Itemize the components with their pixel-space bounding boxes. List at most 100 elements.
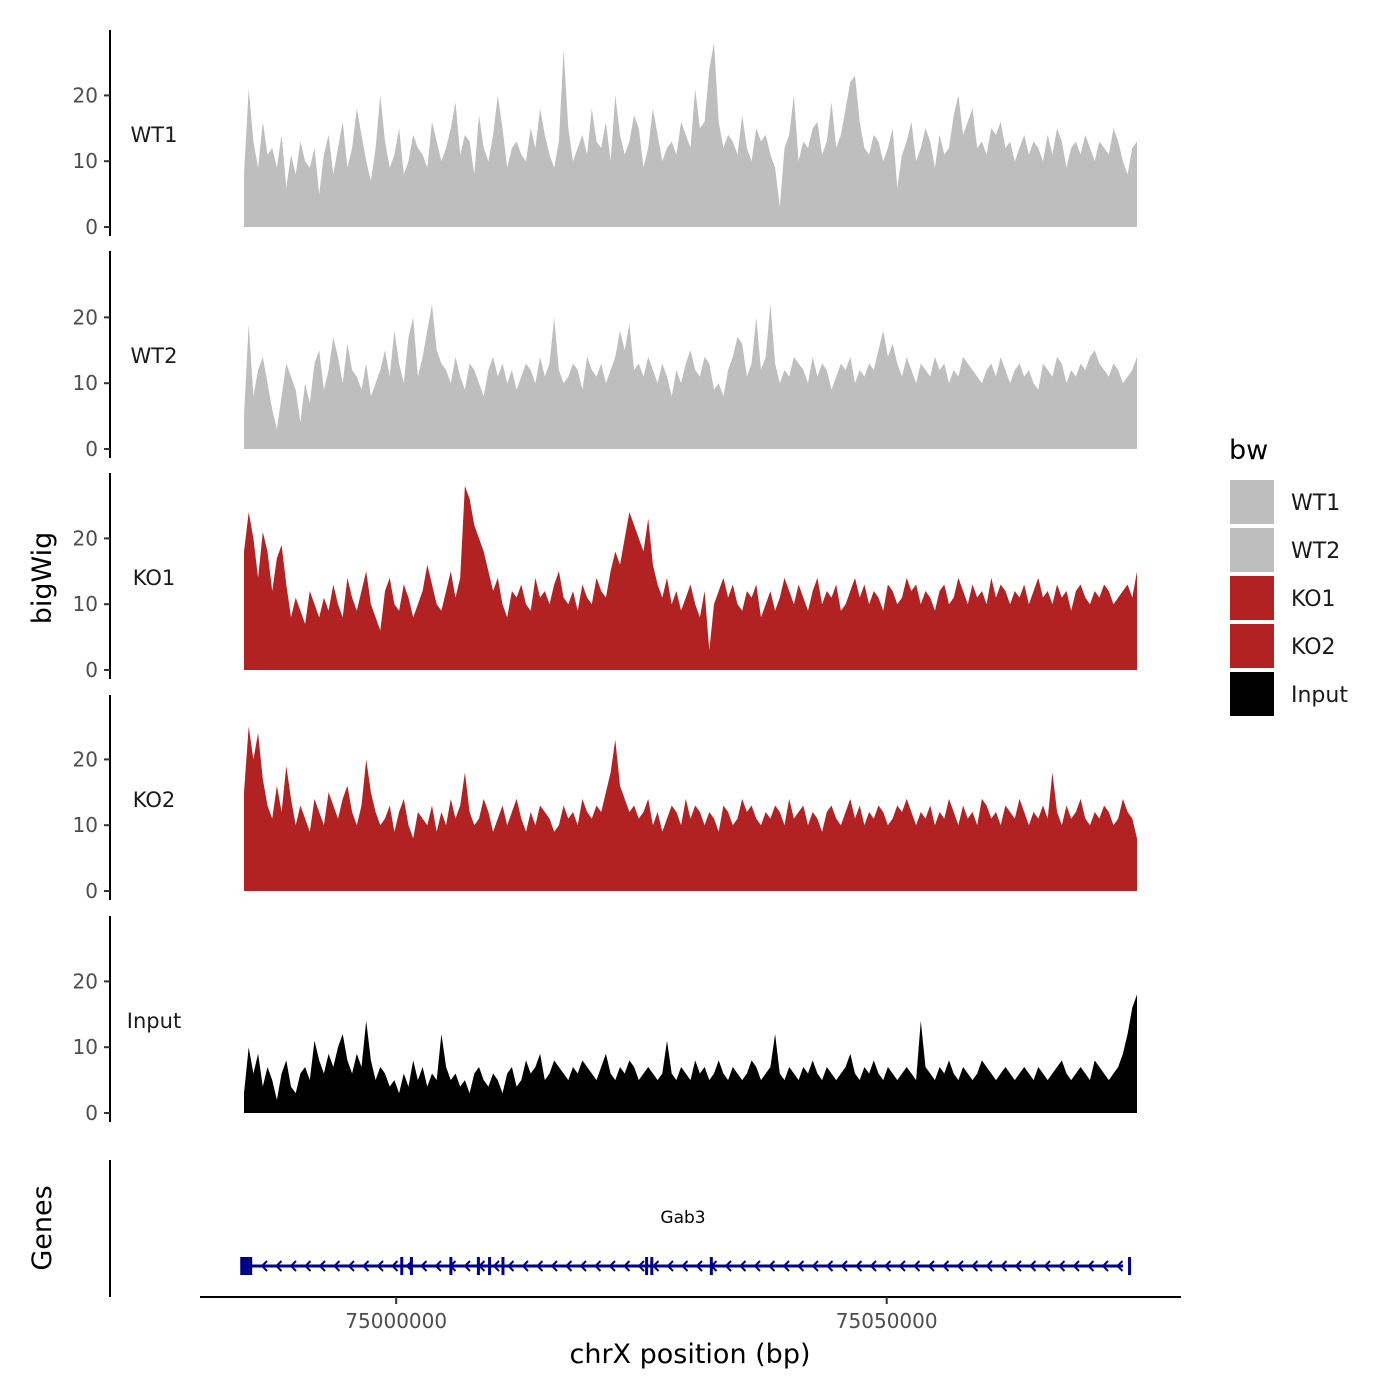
strand-arrow (434, 1260, 442, 1272)
exon-mark (476, 1257, 480, 1275)
strand-arrow (492, 1260, 500, 1272)
strand-arrow (811, 1260, 819, 1272)
strand-arrow (550, 1260, 558, 1272)
legend-swatch-ko1 (1230, 576, 1274, 620)
strand-arrow (289, 1260, 297, 1272)
y-tick-label: 20 (73, 526, 98, 550)
y-tick-label: 20 (73, 83, 98, 107)
strand-arrow (681, 1260, 689, 1272)
strand-arrow (695, 1260, 703, 1272)
legend-label-wt2: WT2 (1291, 539, 1340, 564)
strand-arrow (536, 1260, 544, 1272)
strand-arrow (782, 1260, 790, 1272)
strand-arrow (797, 1260, 805, 1272)
exon-mark (409, 1257, 413, 1275)
strand-arrow (1101, 1260, 1109, 1272)
exon-mark (488, 1257, 492, 1275)
strand-arrow (1043, 1260, 1051, 1272)
y-tick-label: 20 (73, 305, 98, 329)
strand-arrow (347, 1260, 355, 1272)
track-panel-input: 0 10 20 Input (73, 916, 1137, 1125)
y-tick-label: 10 (73, 1035, 98, 1059)
strand-arrow (927, 1260, 935, 1272)
exon-mark (400, 1257, 404, 1275)
y-tick-label: 10 (73, 592, 98, 616)
genes-axis-title: Genes (27, 1185, 58, 1270)
exon-mark (240, 1257, 250, 1275)
strand-arrow (594, 1260, 602, 1272)
y-tick-label: 0 (85, 215, 98, 239)
y-axis-title: bigWig (27, 532, 58, 625)
track-label: KO1 (133, 566, 176, 590)
strand-arrow (942, 1260, 950, 1272)
strand-arrow (869, 1260, 877, 1272)
strand-arrow (304, 1260, 312, 1272)
strand-arrow (855, 1260, 863, 1272)
signal-area-wt2 (244, 304, 1137, 449)
strand-arrow (1029, 1260, 1037, 1272)
strand-arrow (1000, 1260, 1008, 1272)
strand-arrow (985, 1260, 993, 1272)
strand-arrow (1058, 1260, 1066, 1272)
strand-arrow (608, 1260, 616, 1272)
signal-area-input (244, 994, 1137, 1113)
legend-label-wt1: WT1 (1291, 491, 1340, 516)
strand-arrow (840, 1260, 848, 1272)
strand-arrow (768, 1260, 776, 1272)
exon-mark (1128, 1257, 1132, 1275)
exon-mark (449, 1257, 453, 1275)
strand-arrow (956, 1260, 964, 1272)
track-panels: 0 10 20 WT1 0 10 20 WT2 0 10 20 KO1 0 10 20 KO2 0 10 20 Inp… (73, 30, 1137, 1125)
exon-mark (501, 1257, 505, 1275)
signal-area-ko2 (244, 726, 1137, 891)
strand-arrow (898, 1260, 906, 1272)
track-label: WT1 (131, 123, 178, 147)
y-tick-label: 0 (85, 1101, 98, 1125)
gene-track: Gab3 (109, 1160, 1132, 1297)
strand-arrow (739, 1260, 747, 1272)
exon-mark (650, 1257, 654, 1275)
x-tick-label: 75000000 (345, 1309, 447, 1333)
y-tick-label: 20 (73, 747, 98, 771)
gene-name-label: Gab3 (660, 1208, 705, 1228)
strand-arrow (971, 1260, 979, 1272)
strand-arrow (260, 1260, 268, 1272)
x-tick-label: 75050000 (836, 1309, 938, 1333)
signal-area-ko1 (244, 485, 1137, 670)
y-tick-label: 10 (73, 371, 98, 395)
x-axis-title: chrX position (bp) (569, 1339, 810, 1370)
strand-arrow (913, 1260, 921, 1272)
track-label: KO2 (133, 788, 176, 812)
x-axis: 75000000 75050000 (200, 1296, 1181, 1333)
exon-mark (249, 1257, 253, 1275)
track-panel-wt2: 0 10 20 WT2 (73, 251, 1137, 461)
y-tick-label: 0 (85, 437, 98, 461)
strand-arrow (1087, 1260, 1095, 1272)
strand-arrow (652, 1260, 660, 1272)
y-tick-label: 0 (85, 879, 98, 903)
y-tick-label: 0 (85, 658, 98, 682)
exon-mark (645, 1257, 649, 1275)
strand-arrow (826, 1260, 834, 1272)
legend-title: bw (1229, 435, 1268, 466)
strand-arrow (391, 1260, 399, 1272)
strand-arrow (1072, 1260, 1080, 1272)
strand-arrow (1014, 1260, 1022, 1272)
strand-arrow (753, 1260, 761, 1272)
legend: bw WT1 WT2 KO1 KO2 Input (1229, 435, 1348, 716)
track-panel-ko1: 0 10 20 KO1 (73, 473, 1137, 682)
y-tick-label: 10 (73, 149, 98, 173)
strand-arrow (1116, 1260, 1124, 1272)
legend-swatch-wt1 (1230, 480, 1274, 524)
legend-label-ko2: KO2 (1291, 635, 1336, 660)
exon-mark (246, 1257, 250, 1275)
strand-arrow (420, 1260, 428, 1272)
strand-arrow (565, 1260, 573, 1272)
strand-arrow (666, 1260, 674, 1272)
strand-arrow (637, 1260, 645, 1272)
track-panel-wt1: 0 10 20 WT1 (73, 30, 1137, 239)
strand-arrow (318, 1260, 326, 1272)
y-tick-label: 20 (73, 969, 98, 993)
strand-arrow (623, 1260, 631, 1272)
